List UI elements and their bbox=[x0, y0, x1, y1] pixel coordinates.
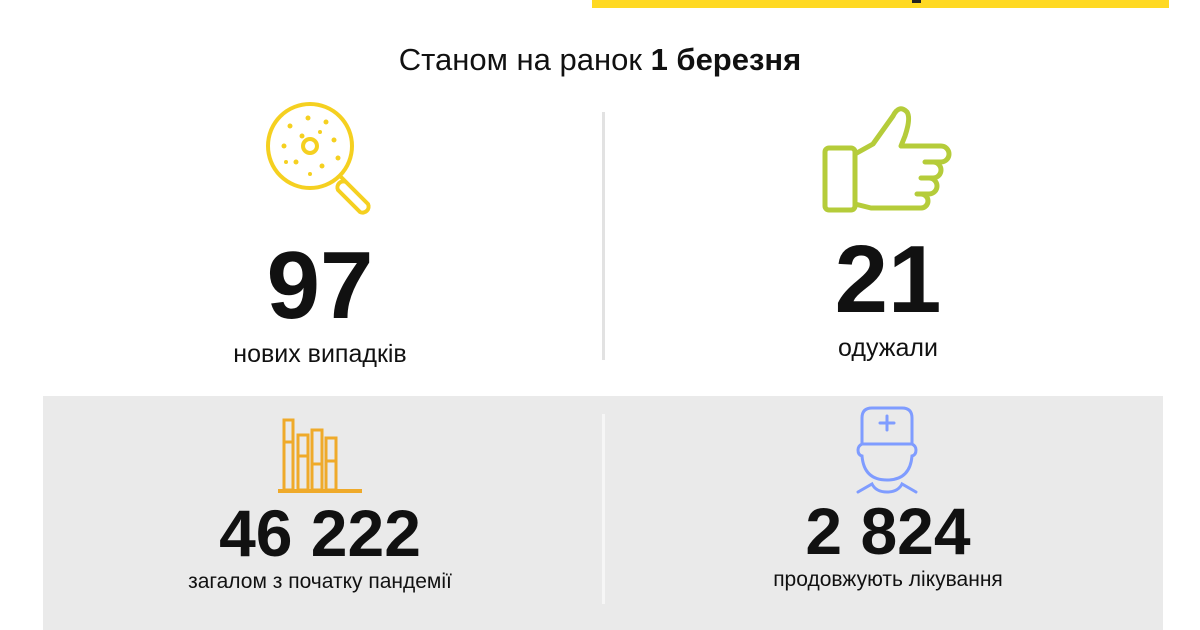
recovered-value: 21 bbox=[834, 226, 942, 333]
stat-treatment: 2 824 продовжують лікування bbox=[608, 406, 1168, 592]
new-cases-value: 97 bbox=[266, 232, 374, 339]
stat-total: 46 222 загалом з початку пандемії bbox=[40, 418, 600, 594]
page-title: Станом на ранок 1 березня bbox=[0, 42, 1200, 78]
stat-new-cases: 97 нових випадків bbox=[40, 100, 600, 369]
treatment-value: 2 824 bbox=[805, 494, 971, 568]
recovered-label: одужали bbox=[838, 334, 938, 362]
bar-chart-icon bbox=[278, 418, 362, 493]
new-cases-label: нових випадків bbox=[233, 340, 407, 368]
title-prefix: Станом на ранок bbox=[398, 42, 642, 77]
virus-magnifier-icon bbox=[266, 102, 371, 215]
total-label: загалом з початку пандемії bbox=[188, 570, 452, 593]
divider bbox=[602, 414, 605, 604]
stat-recovered: 21 одужали bbox=[608, 104, 1168, 363]
top-accent-bar bbox=[592, 0, 1169, 8]
accent-mark bbox=[912, 0, 921, 3]
divider bbox=[602, 112, 605, 360]
thumbs-up-icon bbox=[822, 106, 952, 213]
doctor-icon bbox=[856, 406, 918, 494]
total-value: 46 222 bbox=[219, 496, 421, 570]
title-date: 1 березня bbox=[650, 42, 802, 77]
treatment-label: продовжують лікування bbox=[773, 568, 1003, 591]
